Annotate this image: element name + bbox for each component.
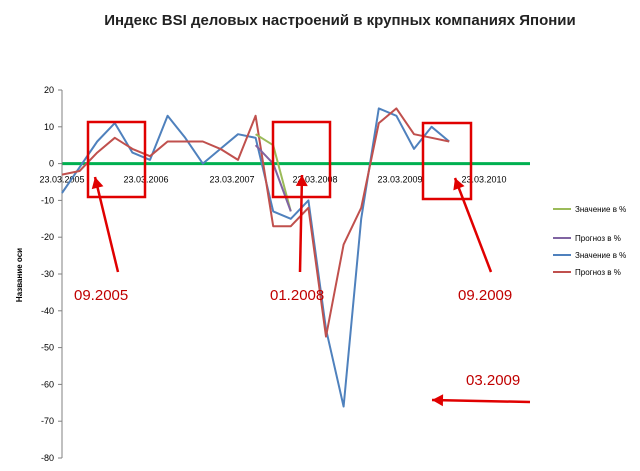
y-tick-label: 10: [44, 122, 54, 132]
legend-entry: Прогноз в %: [575, 234, 621, 243]
arrow-shaft: [298, 174, 304, 273]
annotation-label: 03.2009: [466, 372, 520, 389]
arrow-head: [295, 175, 308, 187]
series-line-3: [61, 107, 450, 408]
arrow-shaft: [453, 177, 493, 273]
arrow-shaft: [93, 176, 120, 273]
x-tick-label: 23.03.2010: [461, 175, 506, 185]
x-tick-label: 23.03.2007: [209, 175, 254, 185]
annotation-label: 09.2009: [458, 287, 512, 304]
y-tick-label: -20: [41, 232, 54, 242]
series-line-4: [61, 107, 450, 338]
arrow-2008: [295, 174, 308, 273]
y-axis-label: Название оси: [15, 248, 24, 302]
x-tick-label: 23.03.2008: [292, 175, 337, 185]
y-tick-label: -60: [41, 379, 54, 389]
y-tick-label: -40: [41, 306, 54, 316]
arrow-shaft: [431, 398, 531, 404]
x-tick-label: 23.03.2009: [377, 175, 422, 185]
highlight-box-2005: [86, 120, 147, 199]
arrow-2005: [91, 176, 120, 273]
x-tick-label: 23.03.2005: [39, 175, 84, 185]
annotation-label: 09.2005: [74, 287, 128, 304]
legend-entry: Значение в %: [575, 205, 626, 214]
highlight-box-2009: [421, 121, 473, 201]
arrow-head: [453, 178, 465, 191]
legend-entry: Значение в %: [575, 251, 626, 260]
y-tick-label: -80: [41, 453, 54, 463]
legend-entry: Прогноз в %: [575, 268, 621, 277]
chart-title: Индекс BSI деловых настроений в крупных …: [104, 12, 576, 29]
y-tick-label: 20: [44, 85, 54, 95]
y-tick-label: -30: [41, 269, 54, 279]
arrow-2009-03: [431, 394, 531, 407]
y-tick-label: -50: [41, 343, 54, 353]
arrow-head: [91, 177, 104, 190]
annotation-label: 01.2008: [270, 287, 324, 304]
arrow-head: [432, 394, 444, 407]
arrow-2009: [453, 177, 493, 273]
y-tick-label: -70: [41, 416, 54, 426]
y-tick-label: 0: [49, 159, 54, 169]
y-tick-label: -10: [41, 195, 54, 205]
